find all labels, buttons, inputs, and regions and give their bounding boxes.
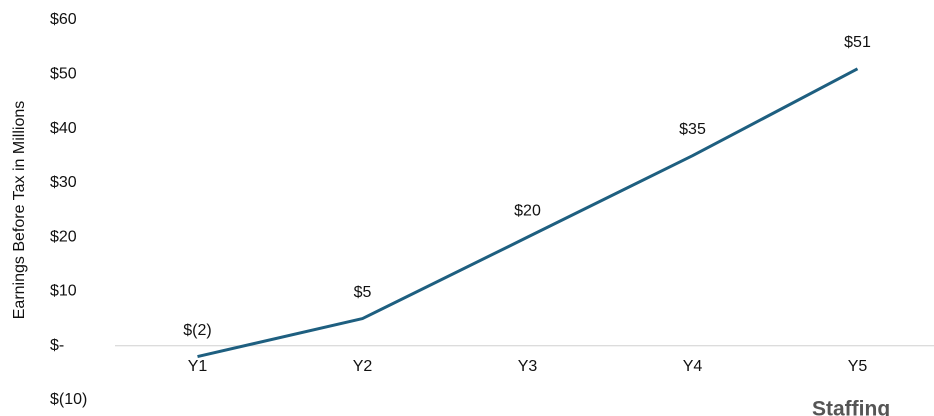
x-tick-label: Y2 [353,358,373,375]
annotation: Staffing [812,398,890,416]
y-tick-label: $40 [50,120,77,137]
y-tick-label: $60 [50,11,77,28]
y-axis-title: Earnings Before Tax in Millions [11,101,28,319]
data-label: $(2) [183,322,211,339]
x-tick-label: Y1 [188,358,208,375]
data-label: $5 [354,284,372,301]
data-line [197,67,859,359]
data-label: $35 [679,121,706,138]
data-label: $51 [844,34,871,51]
x-tick-label: Y5 [848,358,868,375]
y-tick-label: $50 [50,66,77,83]
y-tick-label: $10 [50,283,77,300]
x-tick-label: Y3 [518,358,538,375]
y-tick-label: $- [50,337,64,354]
data-label: $20 [514,202,541,219]
x-tick-label: Y4 [683,358,703,375]
y-tick-label: $(10) [50,391,87,408]
y-tick-label: $30 [50,174,77,191]
y-tick-label: $20 [50,228,77,245]
